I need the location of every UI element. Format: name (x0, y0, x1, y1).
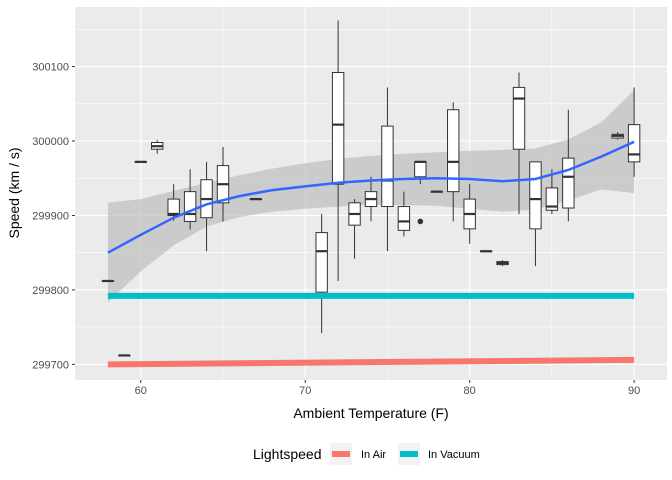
boxplot-83 (512, 72, 526, 214)
x-tick-label: 60 (135, 385, 147, 397)
boxplot-79 (447, 102, 460, 222)
box-body (331, 72, 345, 185)
box-body (414, 161, 427, 178)
y-tick-label: 300100 (32, 62, 69, 74)
y-axis-ticks: 299700 299800 299900 300000 300100 (32, 62, 75, 371)
boxplot-63 (183, 169, 197, 230)
boxplot-61 (151, 140, 164, 154)
legend-label-in-air: In Air (361, 449, 386, 461)
box-body (397, 206, 411, 231)
y-tick-label: 299700 (32, 359, 69, 371)
boxplot-59 (118, 354, 131, 357)
boxplot-65 (216, 146, 230, 222)
legend-title: Lightspeed (253, 446, 322, 462)
box-body (545, 187, 559, 211)
boxplot-80 (463, 184, 476, 244)
boxplot-73 (348, 199, 361, 259)
boxplot-71 (315, 213, 328, 334)
boxplot-82 (496, 260, 509, 267)
box-outlier (417, 218, 424, 225)
x-axis-title: Ambient Temperature (F) (293, 405, 448, 421)
boxplot-76 (397, 191, 411, 237)
boxplot-84 (529, 161, 542, 267)
box-body (183, 191, 197, 222)
y-tick-label: 299900 (32, 210, 69, 222)
legend-label-in-vacuum: In Vacuum (428, 449, 480, 461)
box-body (562, 157, 575, 209)
boxplot-89 (611, 132, 624, 140)
box-body (529, 161, 542, 230)
legend: Lightspeed In Air In Vacuum (253, 443, 480, 465)
y-tick-label: 299800 (32, 285, 69, 297)
boxplots (101, 20, 641, 357)
boxplot-85 (545, 169, 559, 214)
box-body (512, 86, 526, 150)
series-line-in-air (107, 356, 635, 368)
x-tick-label: 90 (628, 385, 640, 397)
boxplot-74 (364, 176, 378, 222)
boxplot-62 (167, 184, 180, 221)
boxplot-86 (562, 109, 575, 222)
box-body (167, 198, 180, 216)
boxplot-58 (101, 279, 115, 283)
boxplot-67 (249, 197, 263, 201)
x-tick-label: 70 (299, 385, 311, 397)
box-body (447, 109, 460, 193)
boxplot-60 (134, 160, 147, 163)
y-tick-label: 300000 (32, 136, 69, 148)
boxplot-78 (430, 190, 443, 193)
x-tick-label: 80 (464, 385, 476, 397)
box-body (315, 232, 328, 293)
boxplot-77 (414, 160, 427, 225)
y-axis-title: Speed (km / s) (6, 147, 22, 238)
boxplot-72 (331, 20, 345, 281)
box-body (381, 125, 394, 208)
boxplot-81 (479, 250, 493, 253)
x-axis-ticks: 60 70 80 90 (135, 380, 640, 397)
boxplot-64 (200, 161, 213, 252)
smooth-trend-line (107, 140, 635, 254)
